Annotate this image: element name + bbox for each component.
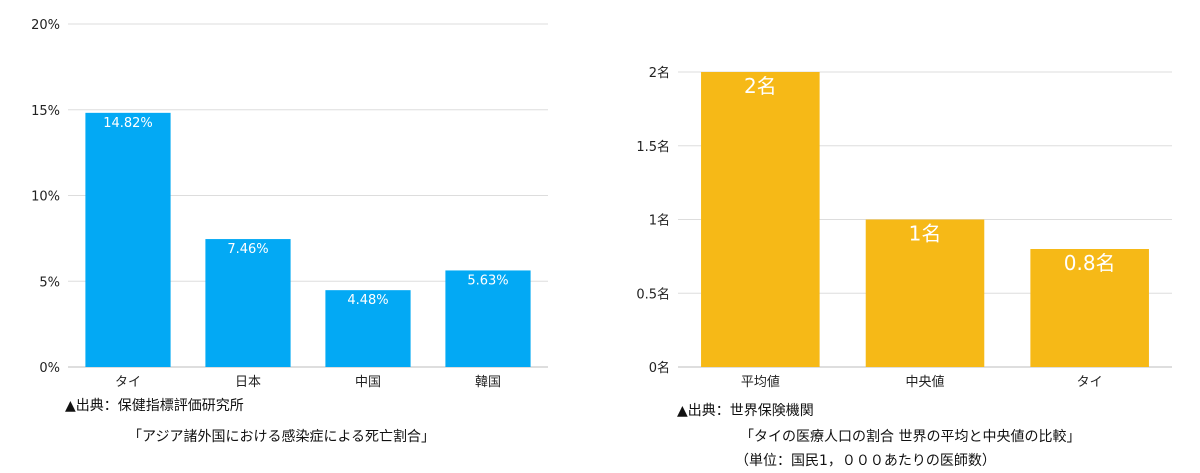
right-chart-category-label: 平均値 <box>741 374 780 390</box>
caption-right: 「タイの医療人口の割合 世界の平均と中央値の比較」 <box>740 429 1081 445</box>
caption-left: 「アジア諸外国における感染症による死亡割合」 <box>128 429 436 445</box>
right-chart-ytick-label: 1.5名 <box>636 139 670 155</box>
right-chart-data-label: 2名 <box>744 74 777 98</box>
left-chart-ytick-label: 0% <box>39 361 60 376</box>
right-chart-category-label: タイ <box>1077 375 1103 390</box>
left-chart-ytick-label: 10% <box>31 190 60 205</box>
right-chart-category-label: 中央値 <box>905 374 944 390</box>
right-chart-bar <box>865 219 985 367</box>
chart-left-svg: 0% 5% 10% 15% 20% 14.82% タイ 7.46% 日本 4.48% 中国 5.63%… <box>31 18 548 390</box>
right-chart-ytick-label: 0.5名 <box>636 286 670 302</box>
right-chart-data-label: 1名 <box>909 222 942 246</box>
left-chart-data-label: 7.46% <box>227 242 268 257</box>
source-note-right: ▲出典：世界保険機関 <box>677 403 814 419</box>
left-chart-ytick-label: 20% <box>31 18 60 33</box>
source-note-left: ▲出典：保健指標評価研究所 <box>65 398 244 414</box>
right-chart-bar <box>701 72 820 367</box>
left-chart-category-label: 中国 <box>355 375 381 390</box>
right-chart-ytick-label: 2名 <box>649 65 670 81</box>
right-chart-bar <box>1030 249 1149 367</box>
right-chart-ytick-label: 0名 <box>649 360 670 376</box>
left-chart-category-label: 韓国 <box>475 375 501 390</box>
left-chart-data-label: 4.48% <box>347 293 388 308</box>
right-chart-ytick-label: 1名 <box>649 213 670 229</box>
right-chart-data-label: 0.8名 <box>1064 251 1116 275</box>
left-chart-bar <box>205 239 291 367</box>
left-chart-data-label: 5.63% <box>467 273 508 288</box>
left-chart-data-label: 14.82% <box>103 116 153 131</box>
left-chart-category-label: タイ <box>115 375 141 390</box>
left-chart-ytick-label: 5% <box>39 275 60 290</box>
chart-left: 0% 5% 10% 15% 20% 14.82% タイ 7.46% 日本 4.48% 中国 5.63%… <box>0 0 600 469</box>
left-chart-bar <box>445 270 531 367</box>
left-chart-bar <box>85 112 171 367</box>
left-chart-bar <box>325 290 411 367</box>
caption-right-units: （単位：国民1，０００あたりの医師数） <box>735 453 996 469</box>
left-chart-category-label: 日本 <box>235 375 261 390</box>
left-chart-ytick-label: 15% <box>31 104 60 119</box>
chart-right: 0名 0.5名 1名 1.5名 2名 2名平均値 1名中央値 0.8名タイ ▲出典：世界保険機… <box>600 0 1200 469</box>
